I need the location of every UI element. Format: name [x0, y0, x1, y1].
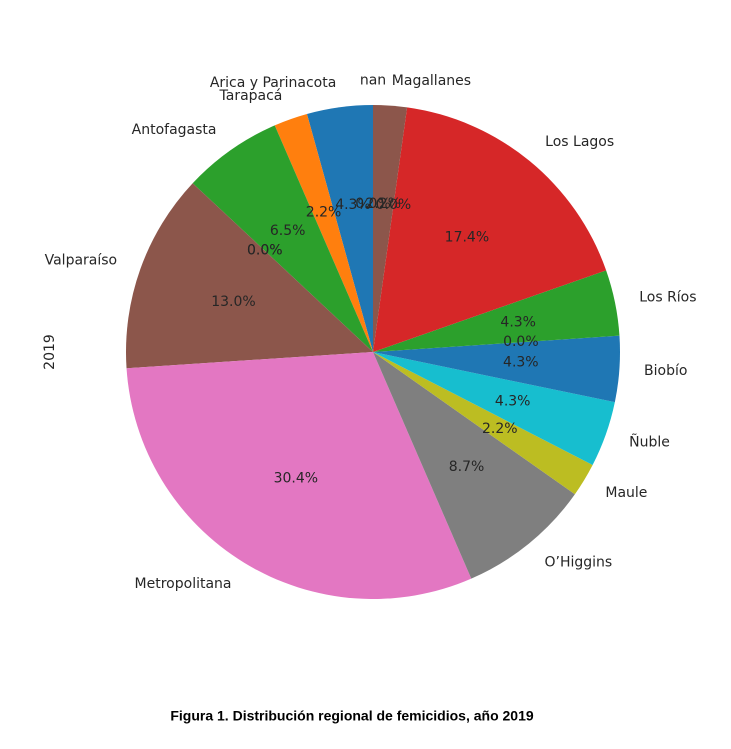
slice-label: Los Lagos [545, 134, 614, 150]
value-label: 4.3% [503, 354, 539, 370]
slice-label: Antofagasta [132, 122, 217, 138]
value-label: 0.0% [355, 196, 391, 212]
value-label: 4.3% [500, 314, 536, 330]
pie-slice [373, 352, 575, 579]
slice-label: Maule [605, 485, 647, 501]
caption: Figura 1. Distribución regional de femic… [170, 708, 534, 724]
value-label: 4.3% [335, 197, 371, 213]
slice-label: Metropolitana [135, 576, 232, 592]
y-axis-label: 2019 [42, 334, 58, 370]
pie-slice [373, 352, 615, 466]
pie-slice [192, 125, 373, 353]
slice-label: Ñuble [629, 434, 670, 451]
slice-label: Magallanes [392, 73, 471, 89]
pie-slice [274, 113, 373, 353]
slice-label: O’Higgins [544, 555, 612, 571]
pie-slice [126, 352, 472, 600]
pie-slice [125, 183, 373, 369]
value-label: 6.5% [270, 223, 306, 239]
pie-slice [373, 335, 620, 403]
value-label: 0.0% [376, 197, 412, 213]
value-label: 13.0% [211, 294, 255, 310]
value-label: 4.3% [495, 393, 531, 409]
slice-label: Arica y Parinacota [210, 75, 337, 91]
value-label: 17.4% [445, 229, 489, 245]
pie-slice [373, 352, 593, 495]
slice-label: Los Ríos [639, 290, 696, 306]
pie-slice [373, 105, 408, 352]
value-label: 2.2% [365, 196, 401, 212]
value-label: 8.7% [449, 459, 485, 475]
value-label: 2.2% [482, 421, 518, 437]
value-label: 0.0% [503, 334, 539, 350]
value-label: 0.0% [247, 243, 283, 259]
pie-slice [373, 107, 607, 352]
slice-label: nan [360, 72, 386, 88]
value-label: 2.2% [306, 204, 342, 220]
slice-label: Biobío [644, 363, 687, 379]
pie-slice [306, 105, 373, 352]
slice-label: Tarapacá [219, 88, 283, 104]
value-label: 30.4% [274, 471, 318, 487]
pie-slice [373, 270, 620, 352]
value-label: 0.0% [247, 243, 283, 259]
slice-label: Valparaíso [45, 253, 118, 269]
